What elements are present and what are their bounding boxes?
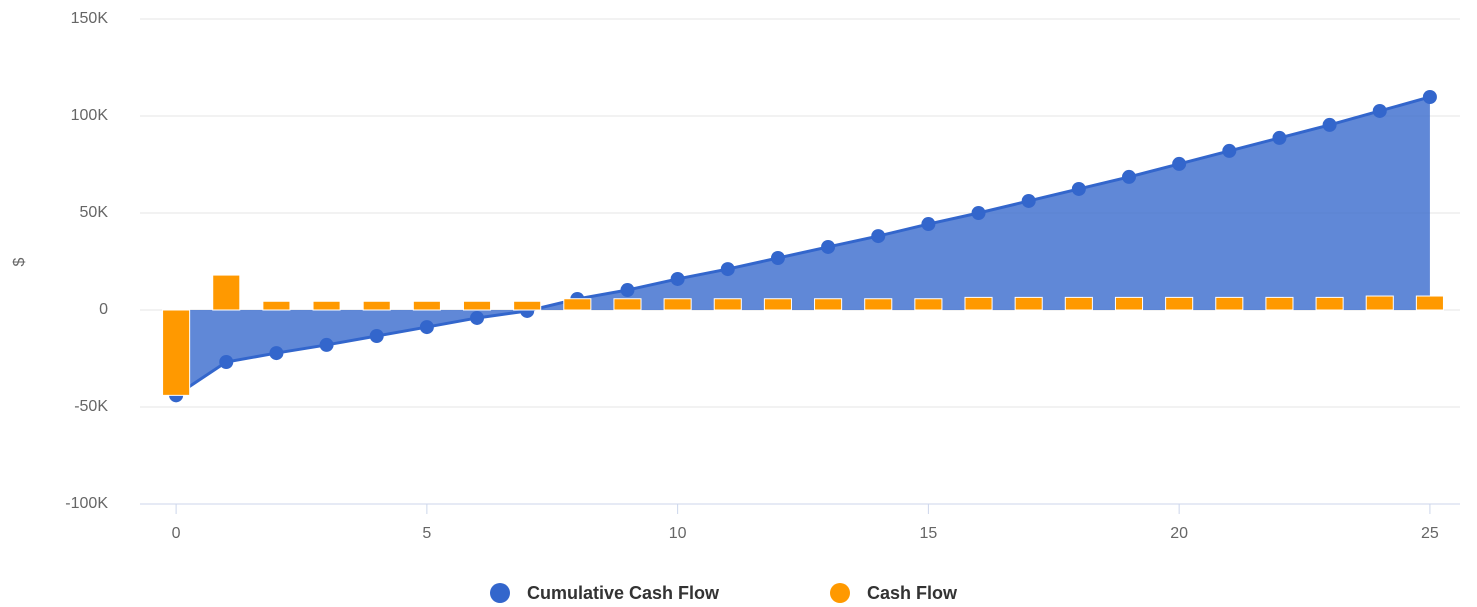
bar xyxy=(1064,296,1093,311)
bar xyxy=(1315,296,1344,311)
point xyxy=(1272,130,1287,145)
x-tick-label: 15 xyxy=(919,525,937,542)
bar xyxy=(513,300,542,311)
x-tick-label: 20 xyxy=(1170,525,1188,542)
point xyxy=(770,251,785,266)
point xyxy=(1121,169,1136,184)
x-tick-label: 10 xyxy=(669,525,687,542)
bar xyxy=(1365,295,1394,311)
point xyxy=(670,271,685,286)
bar xyxy=(1014,296,1043,311)
bar xyxy=(412,300,441,311)
legend: Cumulative Cash Flow Cash Flow xyxy=(490,583,958,603)
point xyxy=(1322,117,1337,132)
line xyxy=(175,95,1431,397)
bar xyxy=(763,298,792,311)
x-tick-label: 5 xyxy=(422,525,431,542)
point xyxy=(620,283,635,298)
bar xyxy=(964,296,993,311)
point xyxy=(921,217,936,232)
legend-marker xyxy=(490,583,510,603)
point xyxy=(720,262,735,277)
bar xyxy=(1415,295,1444,311)
point xyxy=(1222,143,1237,158)
bar xyxy=(462,300,492,311)
bar xyxy=(162,309,191,396)
point xyxy=(470,310,485,325)
bar xyxy=(814,298,843,311)
point xyxy=(821,239,836,254)
point xyxy=(971,206,986,220)
point xyxy=(369,328,384,343)
y-axis-label: $ xyxy=(11,257,28,266)
point xyxy=(871,229,886,244)
legend-label: Cash Flow xyxy=(867,583,958,603)
bar xyxy=(1165,296,1194,311)
legend-label: Cumulative Cash Flow xyxy=(527,583,720,603)
bar xyxy=(312,300,341,311)
bar xyxy=(864,298,893,311)
x-tick-label: 25 xyxy=(1421,525,1439,542)
y-tick-label: -100K xyxy=(65,495,108,512)
bar xyxy=(613,298,642,311)
y-tick-label: 50K xyxy=(80,204,109,221)
x-tick-label: 0 xyxy=(172,525,181,542)
point xyxy=(219,354,234,369)
bar xyxy=(1265,296,1294,311)
bar xyxy=(563,298,592,311)
bar xyxy=(1215,296,1244,311)
point xyxy=(419,320,434,335)
point xyxy=(319,337,334,352)
point xyxy=(1372,103,1387,118)
bar xyxy=(1114,296,1144,311)
bar xyxy=(914,298,943,311)
y-tick-label: 150K xyxy=(71,10,109,27)
point xyxy=(1422,89,1437,104)
bar xyxy=(663,298,692,311)
point xyxy=(269,346,284,361)
area xyxy=(176,96,1430,396)
bar xyxy=(212,274,241,311)
bar xyxy=(262,300,291,311)
bar xyxy=(362,300,391,311)
y-tick-label: 100K xyxy=(71,107,109,124)
legend-marker xyxy=(830,583,850,603)
bar xyxy=(713,298,742,311)
y-tick-label: 0 xyxy=(99,301,108,318)
y-tick-label: -50K xyxy=(74,398,108,415)
point xyxy=(1021,193,1036,208)
point xyxy=(1172,156,1187,171)
point xyxy=(1071,181,1086,196)
